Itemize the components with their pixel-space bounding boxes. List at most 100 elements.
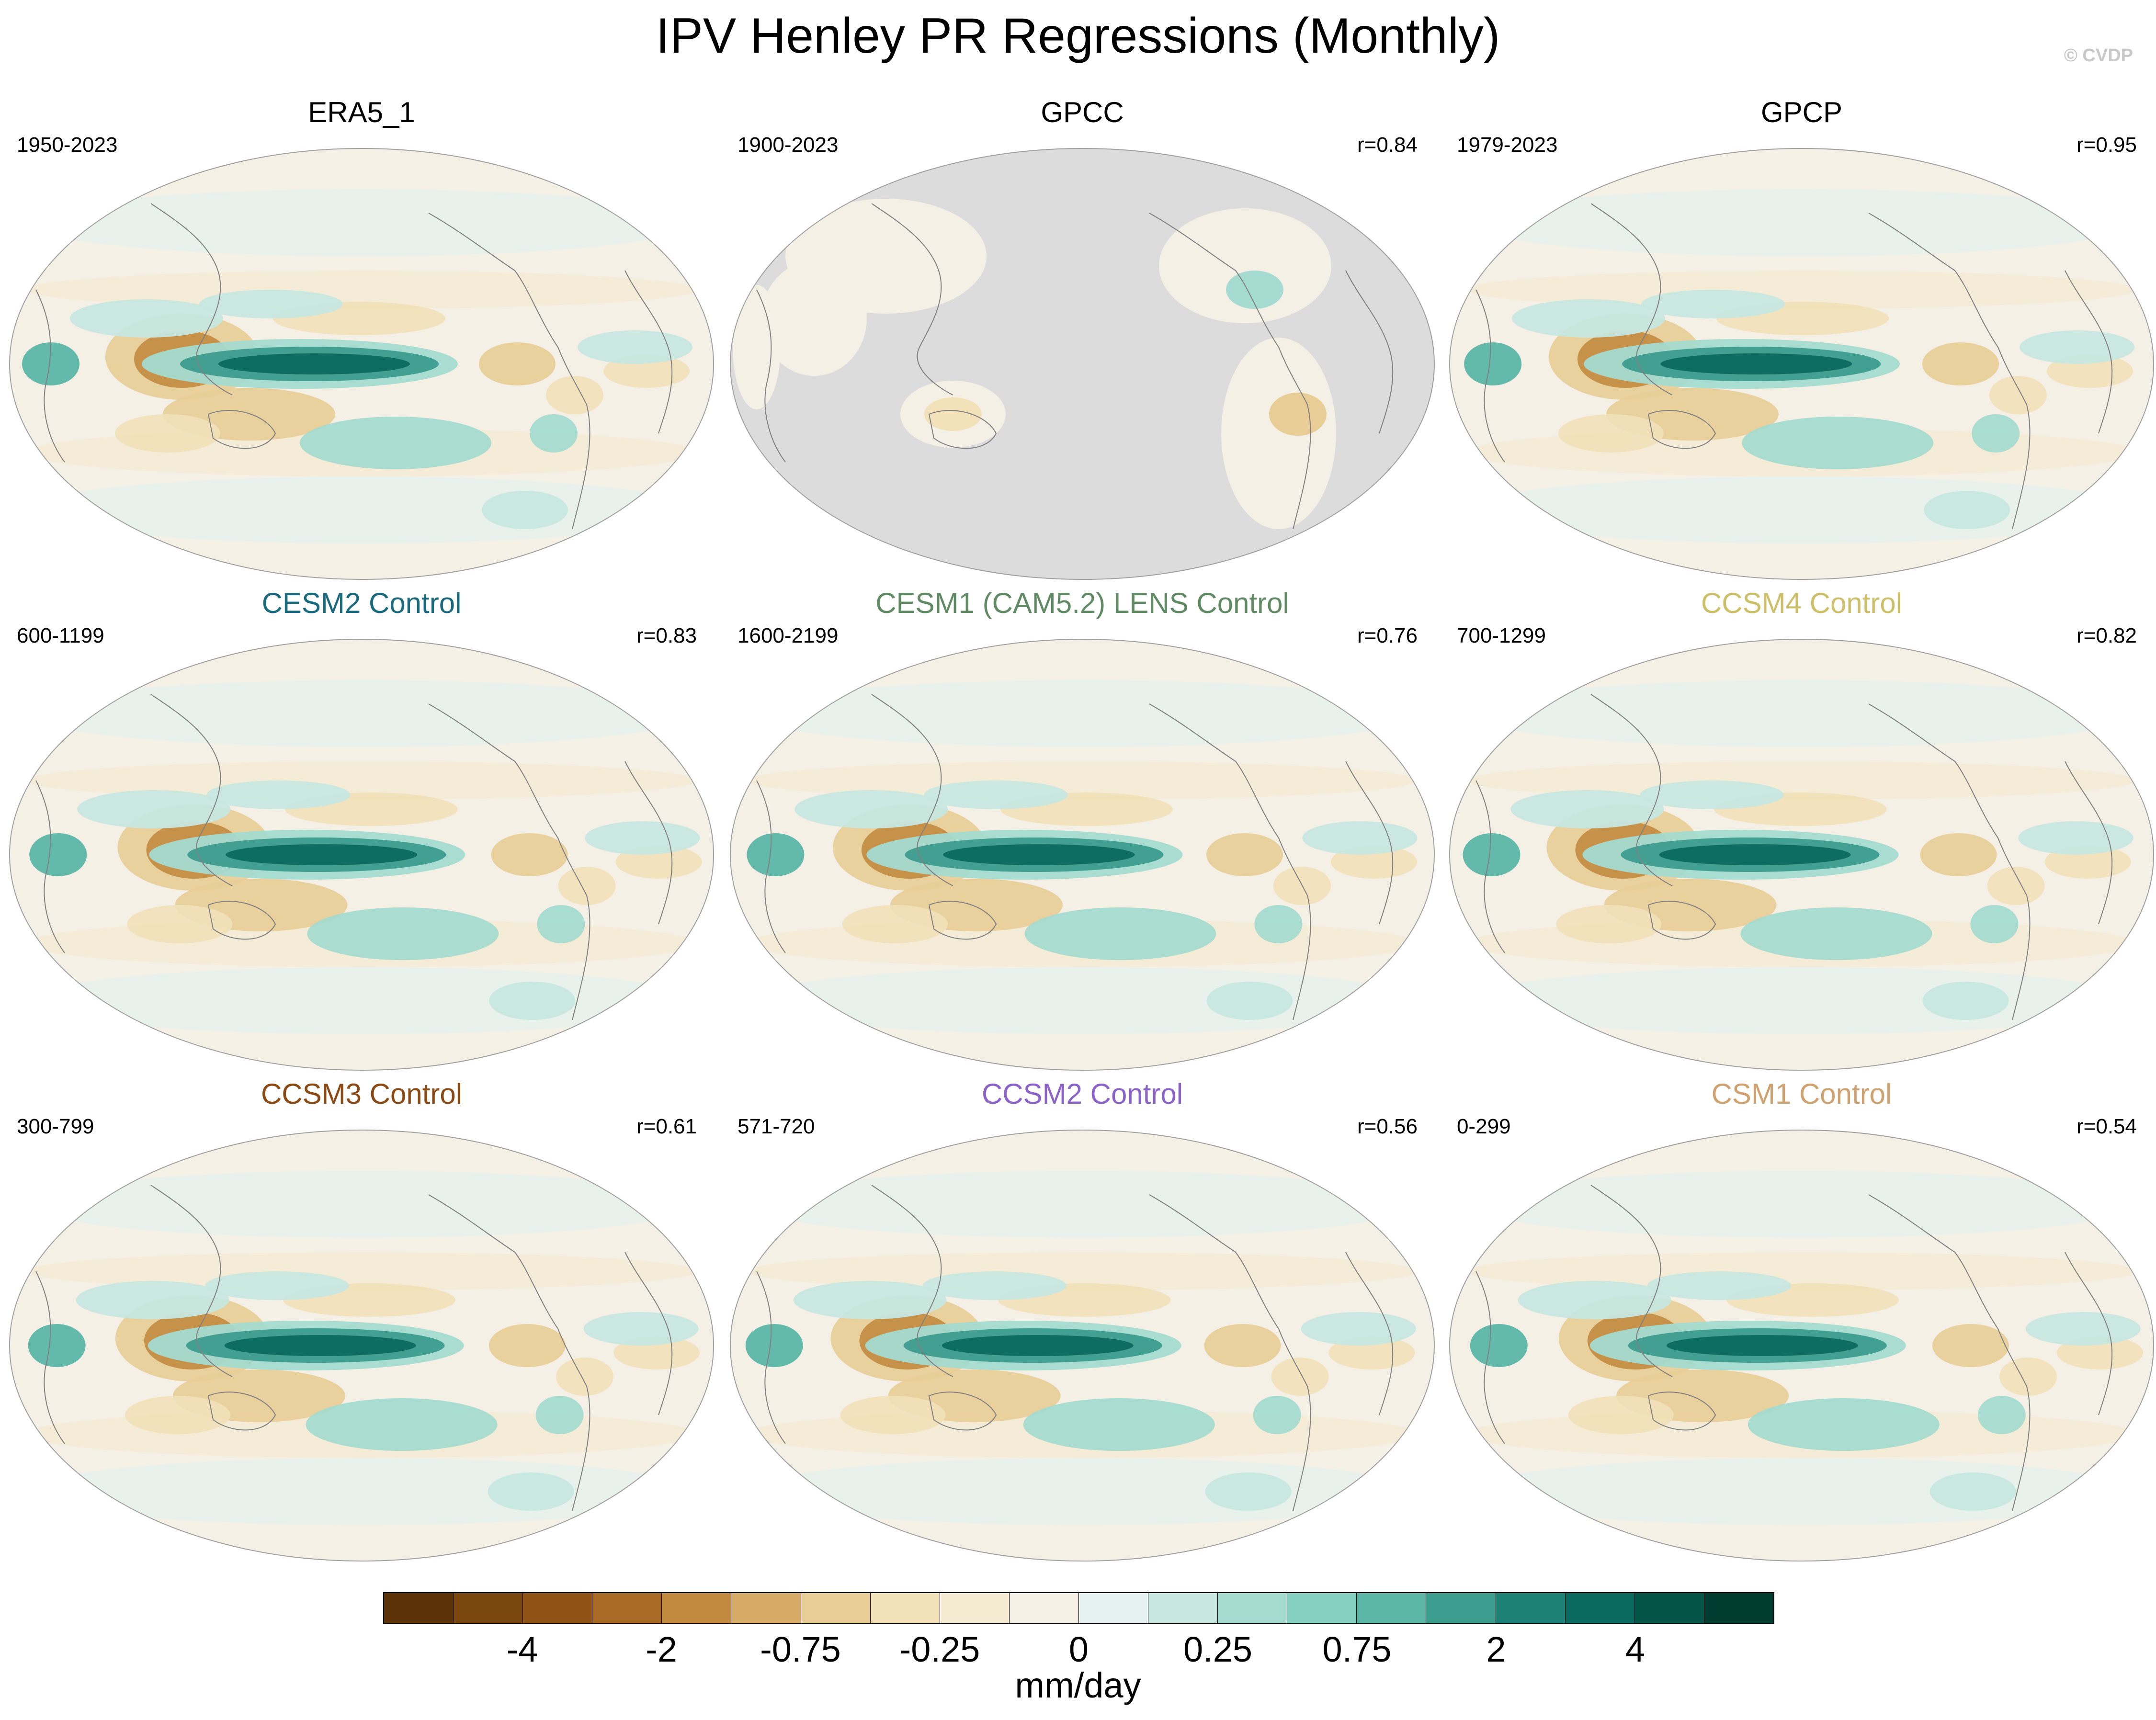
dry-anomaly [1922, 342, 1999, 385]
dry-anomaly [115, 414, 220, 453]
wet-anomaly [205, 1271, 349, 1300]
anomaly-band [26, 1252, 697, 1290]
wet-anomaly [224, 1335, 416, 1356]
wet-anomaly [747, 833, 805, 876]
coastline [624, 1252, 673, 1415]
colorbar-swatch [731, 1593, 801, 1623]
coastline [2065, 761, 2113, 925]
wet-anomaly [794, 790, 948, 828]
panel-title: ERA5_1 [308, 96, 415, 128]
cvdp-credit: © CVDP [2064, 45, 2133, 66]
robinson-map [730, 639, 1435, 1071]
panel-title: GPCP [1760, 96, 1843, 128]
dry-anomaly [1558, 414, 1664, 453]
land-area [1221, 338, 1336, 529]
wet-anomaly [1666, 1335, 1858, 1356]
coastline [756, 289, 786, 463]
anomaly-band [747, 680, 1418, 747]
colorbar-swatch [1496, 1593, 1566, 1623]
anomaly-band [26, 476, 697, 543]
map-panel-cesm2-control: CESM2 Control 600-1199 r=0.83 [7, 584, 716, 1071]
panel-years: 1600-2199 [738, 624, 839, 647]
coastline [1647, 1392, 1716, 1431]
wet-anomaly [2025, 1312, 2141, 1346]
coastline [928, 410, 997, 449]
anomaly-band [26, 761, 697, 800]
map-panel-gpcp: GPCP 1979-2023 r=0.95 [1447, 93, 2156, 580]
robinson-map [1449, 148, 2154, 580]
map-panel-csm1-control: CSM1 Control 0-299 r=0.54 [1447, 1075, 2156, 1562]
dry-anomaly [556, 1358, 613, 1396]
robinson-map [9, 148, 714, 580]
panel-title: CSM1 Control [1711, 1078, 1892, 1110]
anomaly-band [747, 1171, 1418, 1238]
colorbar-swatch [1426, 1593, 1496, 1623]
wet-anomaly [2018, 821, 2133, 855]
colorbar-tick-label: 2 [1486, 1629, 1506, 1669]
wet-anomaly [226, 844, 418, 865]
colorbar-tick-label: 0.75 [1322, 1629, 1392, 1669]
wet-anomaly [924, 781, 1068, 809]
map-panel-era5-1: ERA5_1 1950-2023 [7, 93, 716, 580]
colorbar-tick-label: -0.75 [760, 1629, 841, 1669]
wet-anomaly [1660, 353, 1852, 374]
map-panel-ccsm3-control: CCSM3 Control 300-799 r=0.61 [7, 1075, 716, 1562]
anomaly-band [1466, 1171, 2137, 1238]
coastline [1868, 1194, 2031, 1511]
panel-correlation: r=0.82 [2077, 624, 2137, 647]
wet-anomaly [1464, 342, 1522, 385]
wet-anomaly [218, 353, 410, 374]
coastline [207, 901, 276, 940]
coastline [1647, 410, 1716, 449]
colorbar-tick-label: 4 [1625, 1629, 1645, 1669]
wet-anomaly [489, 982, 576, 1020]
dry-anomaly [1556, 905, 1662, 943]
wet-anomaly [22, 342, 79, 385]
anomaly-band [26, 1171, 697, 1238]
dry-anomaly [546, 376, 603, 414]
colorbar-tick-label: 0.25 [1183, 1629, 1253, 1669]
wet-anomaly [793, 1281, 947, 1319]
robinson-map [1449, 639, 2154, 1071]
map-outline [730, 1130, 1435, 1562]
wet-anomaly [1922, 982, 2009, 1020]
wet-anomaly [1740, 907, 1932, 960]
coastline [35, 289, 65, 463]
land-anomaly [924, 397, 982, 431]
coastline [428, 1194, 590, 1511]
wet-anomaly [1301, 1312, 1416, 1346]
coastline [871, 694, 953, 886]
anomaly-band [26, 189, 697, 256]
wet-anomaly [1254, 905, 1303, 943]
wet-anomaly [77, 790, 231, 828]
anomaly-band [26, 680, 697, 747]
colorbar-tick-label: 0 [1068, 1629, 1089, 1669]
wet-anomaly [1924, 491, 2010, 529]
dry-anomaly [127, 905, 233, 943]
wet-anomaly [1970, 905, 2019, 943]
coastline [1345, 1252, 1394, 1415]
coastline [928, 901, 997, 940]
coastline [624, 761, 673, 925]
wet-anomaly [1206, 982, 1293, 1020]
dry-anomaly [1920, 833, 1997, 876]
colorbar-swatch [1634, 1593, 1704, 1623]
robinson-map [1449, 1130, 2154, 1562]
coastline [1475, 1271, 1505, 1444]
coastline [207, 1392, 276, 1431]
coastline [428, 213, 590, 530]
map-outline [730, 639, 1435, 1071]
colorbar-swatch [662, 1593, 732, 1623]
map-outline [1449, 1130, 2154, 1562]
panel-title: CESM2 Control [261, 587, 462, 619]
coastline [1590, 203, 1673, 396]
wet-anomaly [578, 330, 692, 364]
coastline [871, 203, 953, 396]
map-panel-ccsm2-control: CCSM2 Control 571-720 r=0.56 [728, 1075, 1437, 1562]
anomaly-band [1466, 271, 2137, 309]
wet-anomaly [29, 833, 87, 876]
wet-anomaly [1742, 417, 1934, 469]
map-outline [9, 1130, 714, 1562]
coastline [928, 1392, 997, 1431]
wet-anomaly [1463, 833, 1521, 876]
